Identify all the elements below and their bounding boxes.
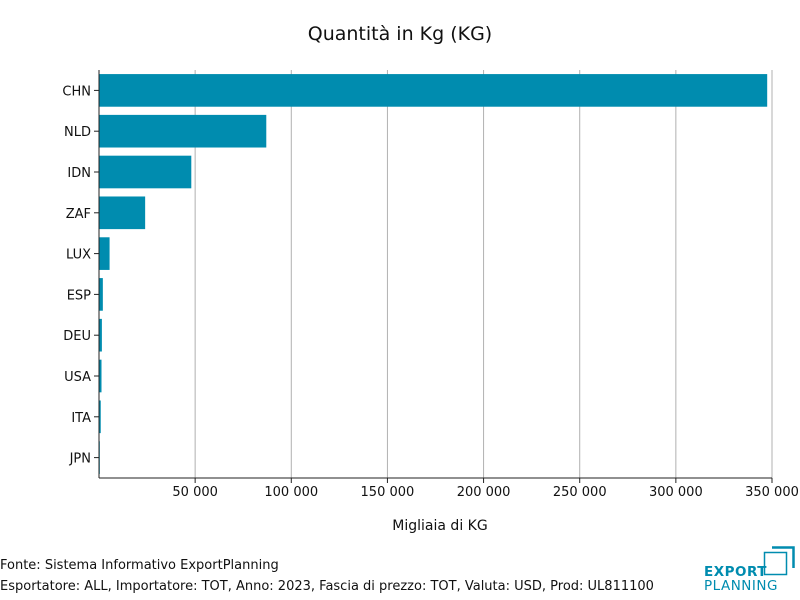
y-tick-label-usa: USA [64, 370, 91, 385]
bar-ita [99, 400, 101, 434]
bar-zaf [99, 196, 146, 230]
axes [94, 70, 773, 483]
bar-deu [99, 318, 102, 352]
x-tick-label: 150 000 [361, 485, 415, 500]
logo-text-planning: PLANNING [704, 578, 778, 594]
bar-nld [99, 114, 267, 148]
x-tick-labels: 50 000 100 000 150 000 200 000 250 000 300 00… [172, 485, 798, 500]
exportplanning-logo: EXPORT PLANNING [704, 546, 796, 594]
y-tick-label-esp: ESP [67, 288, 91, 303]
chart-title: Quantità in Kg (KG) [308, 23, 492, 45]
y-tick-label-jpn: JPN [69, 452, 91, 467]
x-tick-label: 200 000 [457, 485, 511, 500]
x-tick-label: 300 000 [649, 485, 703, 500]
x-tick-label: 50 000 [172, 485, 218, 500]
footer-source: Fonte: Sistema Informativo ExportPlannin… [0, 558, 279, 573]
y-tick-labels: CHN NLD IDN ZAF LUX ESP DEU USA ITA JPN [62, 84, 91, 466]
logo-mark-icon [763, 546, 795, 576]
y-tick-label-deu: DEU [63, 329, 91, 344]
x-tick-label: 350 000 [745, 485, 799, 500]
y-tick-label-chn: CHN [62, 84, 91, 99]
x-tick-label: 250 000 [553, 485, 607, 500]
x-tick-label: 100 000 [264, 485, 318, 500]
x-axis-label: Migliaia di KG [392, 518, 487, 534]
bar-lux [99, 237, 110, 270]
bar-usa [99, 359, 102, 393]
bar-chn [99, 74, 768, 107]
bar-esp [99, 278, 103, 311]
grid-lines [194, 70, 773, 478]
bars [99, 74, 768, 474]
y-tick-label-zaf: ZAF [66, 207, 91, 222]
y-tick-label-lux: LUX [66, 248, 91, 263]
bar-idn [99, 155, 192, 189]
footer-details: Esportatore: ALL, Importatore: TOT, Anno… [0, 579, 654, 594]
y-tick-label-nld: NLD [64, 125, 91, 140]
logo-text-export: EXPORT [704, 564, 767, 580]
y-tick-label-ita: ITA [71, 411, 91, 426]
y-tick-label-idn: IDN [67, 166, 91, 181]
